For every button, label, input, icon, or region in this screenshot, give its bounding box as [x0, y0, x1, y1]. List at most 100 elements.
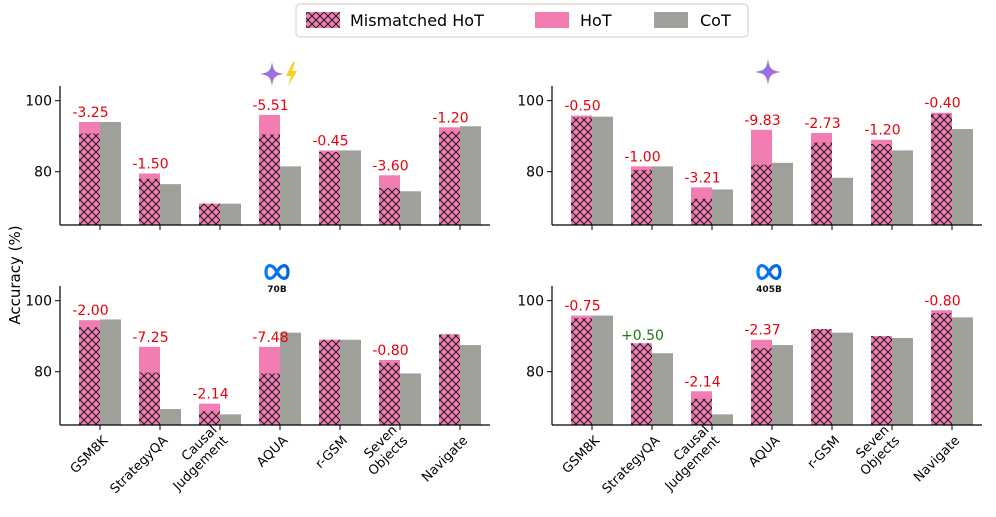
delta-label-aqua: -9.83	[744, 113, 780, 129]
y-tick-label: 80	[526, 165, 544, 181]
bar-mismatched-hatch-rgsm	[811, 329, 832, 425]
bar-mismatched-hatch-strategyqa	[139, 178, 160, 225]
bar-mismatched-hatch-seven	[871, 144, 892, 225]
bar-cot-navigate	[460, 345, 481, 425]
bar-cot-navigate	[460, 126, 481, 225]
delta-label-causal: -2.14	[192, 387, 228, 403]
panel-gemini-flash: -3.25 -1.50 -5.51 -0.45 -3.60 -1.20 80 100	[25, 86, 490, 230]
legend: Mismatched HoT HoT CoT	[295, 3, 749, 38]
panel-llama-405b: -0.75 +0.50 -2.14 -2.37 -0.80 80 100	[517, 286, 982, 430]
legend-label-cot: CoT	[700, 11, 731, 30]
x-tick-label-gsm8k: GSM8K	[560, 433, 604, 477]
delta-label-aqua: -5.51	[252, 98, 288, 114]
delta-label-rgsm: -0.45	[312, 133, 348, 149]
x-tick-label-navigate: Navigate	[419, 433, 471, 485]
y-tick-label: 80	[34, 165, 52, 181]
bar-mismatched-hatch-navigate	[931, 114, 952, 225]
bar-cot-strategyqa	[160, 184, 181, 225]
y-tick-label: 100	[517, 94, 544, 110]
bar-cot-gsm8k	[100, 319, 121, 425]
delta-label-strategyqa: +0.50	[621, 328, 664, 344]
y-tick-label: 80	[34, 365, 52, 381]
meta-icon	[756, 264, 782, 280]
delta-label-gsm8k: -2.00	[72, 303, 108, 319]
delta-label-strategyqa: -1.50	[132, 156, 168, 172]
bar-mismatched-hatch-rgsm	[811, 142, 832, 225]
bar-cot-seven	[892, 150, 913, 225]
bar-cot-seven	[400, 191, 421, 225]
legend-label-hot: HoT	[580, 11, 612, 30]
bar-mismatched-hatch-seven	[379, 362, 400, 425]
bar-cot-strategyqa	[652, 166, 673, 225]
bar-mismatched-hatch-gsm8k	[79, 327, 100, 425]
y-axis-title: Accuracy (%)	[6, 225, 24, 324]
bar-mismatched-hatch-strategyqa	[631, 169, 652, 225]
bar-mismatched-hatch-seven	[379, 188, 400, 225]
bar-mismatched-hatch-gsm8k	[571, 318, 592, 425]
x-tick-label-seven: SevenObjects	[355, 423, 411, 479]
bar-cot-rgsm	[832, 332, 853, 425]
legend-frame	[295, 3, 749, 38]
gemini-flash-icon	[260, 62, 297, 86]
bar-cot-aqua	[772, 345, 793, 425]
bar-cot-aqua	[772, 162, 793, 225]
x-tick-label-rgsm: r-GSM	[805, 433, 843, 471]
bar-mismatched-hatch-navigate	[931, 313, 952, 425]
bar-mismatched-hatch-seven	[871, 336, 892, 425]
bar-cot-rgsm	[832, 177, 853, 225]
delta-label-strategyqa: -1.00	[624, 149, 660, 165]
bar-mismatched-hatch-gsm8k	[571, 117, 592, 225]
bar-mismatched-hatch-causal	[199, 411, 220, 425]
bar-cot-aqua	[280, 332, 301, 425]
delta-label-seven: -1.20	[864, 123, 900, 139]
bar-cot-causal	[712, 414, 733, 425]
x-tick-label-aqua: AQUA	[254, 433, 291, 470]
bar-cot-rgsm	[340, 339, 361, 425]
x-tick-label-gsm8k: GSM8K	[68, 433, 112, 477]
bar-cot-rgsm	[340, 150, 361, 225]
bar-mismatched-hatch-strategyqa	[139, 372, 160, 425]
bar-mismatched-hatch-aqua	[751, 348, 772, 425]
bar-cot-gsm8k	[592, 116, 613, 225]
bar-mismatched-hatch-rgsm	[319, 339, 340, 425]
delta-label-rgsm: -2.73	[804, 116, 840, 132]
delta-label-navigate: -0.80	[924, 293, 960, 309]
bar-cot-aqua	[280, 166, 301, 225]
logo-caption-70b: 70B	[267, 285, 287, 295]
legend-label-mismatched: Mismatched HoT	[350, 11, 484, 30]
legend-swatch-cot	[654, 12, 688, 28]
x-tick-label-strategyqa: StrategyQA	[600, 433, 664, 497]
x-tick-label-aqua: AQUA	[746, 433, 783, 470]
bar-mismatched-hatch-strategyqa	[631, 343, 652, 425]
delta-label-seven: -0.80	[372, 343, 408, 359]
x-tick-label-causal: CausalJudgement	[651, 423, 723, 495]
delta-label-causal: -2.14	[684, 374, 720, 390]
x-tick-label-rgsm: r-GSM	[313, 433, 351, 471]
bar-mismatched-hatch-causal	[691, 198, 712, 225]
bar-cot-seven	[892, 337, 913, 425]
legend-swatch-mismatched-hatch	[306, 12, 340, 28]
bar-cot-strategyqa	[160, 409, 181, 425]
bar-cot-gsm8k	[592, 315, 613, 425]
y-tick-label: 80	[526, 365, 544, 381]
bar-cot-seven	[400, 373, 421, 425]
delta-label-aqua: -7.48	[252, 330, 288, 346]
bar-mismatched-hatch-aqua	[751, 164, 772, 225]
bar-mismatched-hatch-navigate	[439, 131, 460, 225]
meta-icon	[264, 264, 290, 280]
bar-mismatched-hatch-causal	[199, 203, 220, 225]
delta-label-gsm8k: -0.75	[564, 299, 600, 315]
bar-cot-causal	[220, 414, 241, 425]
bar-cot-causal	[220, 203, 241, 225]
bar-cot-strategyqa	[652, 353, 673, 425]
delta-label-navigate: -0.40	[924, 96, 960, 112]
bar-mismatched-hatch-causal	[691, 398, 712, 425]
bar-mismatched-hatch-aqua	[259, 373, 280, 425]
delta-label-strategyqa: -7.25	[132, 330, 168, 346]
gemini-icon	[755, 59, 781, 85]
bar-mismatched-hatch-rgsm	[319, 151, 340, 225]
bar-cot-gsm8k	[100, 121, 121, 225]
